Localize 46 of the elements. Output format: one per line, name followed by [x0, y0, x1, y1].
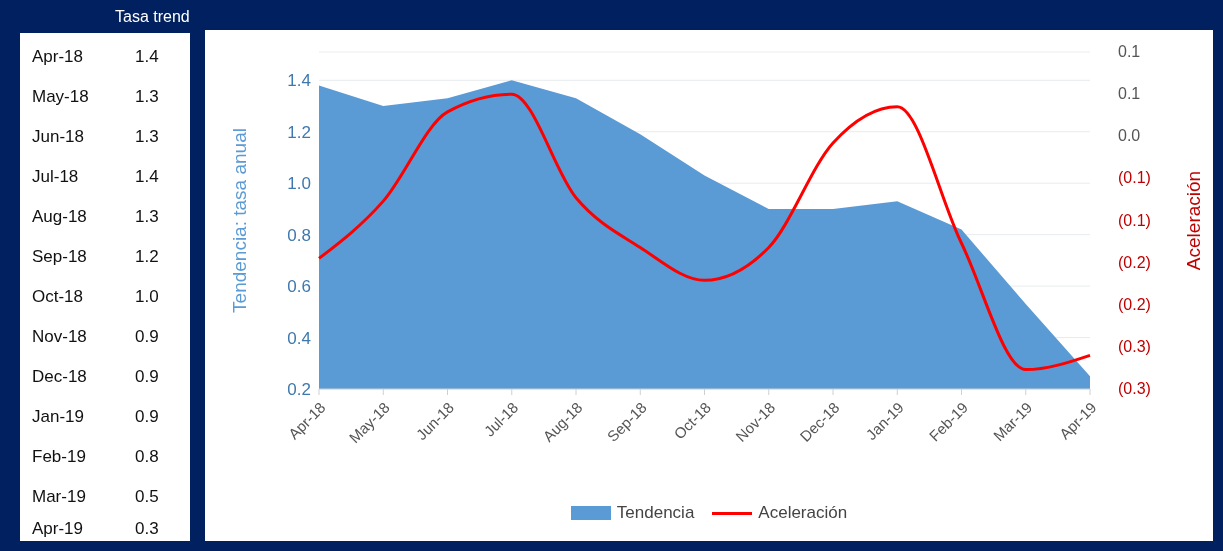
text: 0.9 [135, 407, 159, 426]
category-label: Aug-18 [32, 207, 87, 227]
y2-tick-label: (0.1) [1118, 169, 1151, 187]
category-label: Sep-18 [32, 247, 87, 267]
category-label: Dec-18 [32, 367, 87, 387]
y2-tick-label: (0.2) [1118, 253, 1151, 271]
y-tick-label: 1.0 [287, 174, 311, 194]
category-label: May-18 [32, 87, 89, 107]
y-tick-label: 0.2 [287, 380, 311, 400]
y2-tick-label: 0.1 [1118, 43, 1141, 60]
category-label: Jun-18 [32, 127, 84, 147]
category-label: Mar-19 [32, 487, 86, 507]
y-tick-label: 1.2 [287, 122, 311, 142]
text: 1.3 [135, 207, 159, 226]
y2-tick-label: 0.0 [1118, 127, 1141, 145]
text: 1.2 [135, 247, 159, 266]
text: 0.9 [135, 327, 159, 346]
category-label: Jul-18 [32, 167, 79, 187]
text: 0.8 [135, 447, 159, 466]
text: Tasa trend [115, 8, 190, 26]
text: 1.0 [135, 287, 159, 306]
y2-axis-title: Aceleración [1182, 170, 1204, 271]
text: 1.4 [135, 167, 159, 186]
text: 0.3 [135, 519, 159, 538]
legend-label: Tendencia [616, 503, 695, 523]
text: 1.3 [135, 87, 159, 106]
y2-tick-label: (0.2) [1118, 295, 1151, 313]
text: 0.9 [135, 367, 159, 386]
y-tick-label: 0.8 [287, 225, 311, 245]
category-label: Nov-18 [32, 327, 87, 347]
y-tick-label: 1.4 [287, 71, 311, 91]
text: 0.5 [135, 487, 159, 506]
y-axis-title: Tendencia: tasa anual [228, 128, 250, 313]
legend-label: Aceleración [758, 503, 848, 523]
category-label: Apr-19 [32, 519, 84, 539]
text: 1.3 [135, 127, 159, 146]
y2-tick-label: 0.1 [1118, 85, 1141, 103]
text: 1.4 [135, 47, 159, 66]
y-tick-label: 0.4 [287, 328, 311, 348]
category-label: Apr-18 [32, 47, 84, 67]
category-label: Oct-18 [32, 287, 84, 307]
y2-tick-label: (0.3) [1118, 337, 1151, 355]
y-tick-label: 0.6 [287, 277, 311, 297]
category-label: Feb-19 [32, 447, 86, 467]
y2-tick-label: (0.3) [1118, 380, 1151, 397]
y2-tick-label: (0.1) [1118, 211, 1151, 229]
